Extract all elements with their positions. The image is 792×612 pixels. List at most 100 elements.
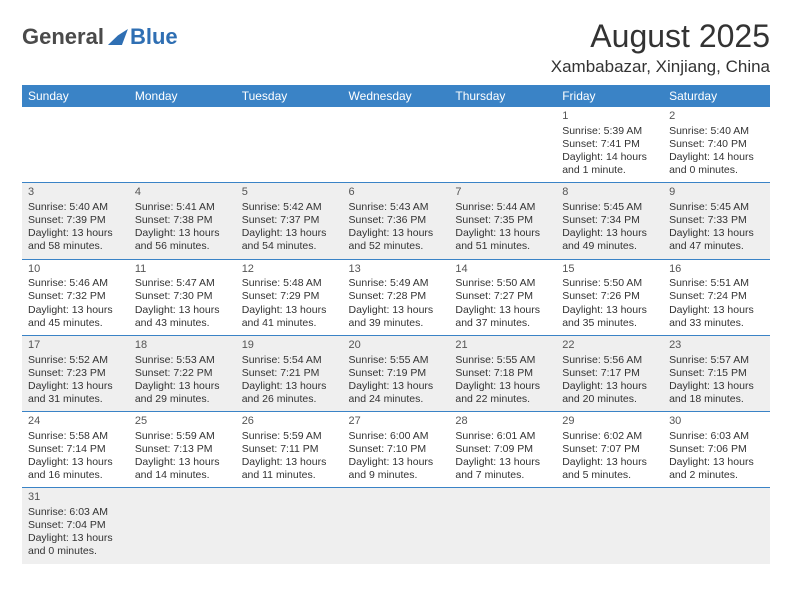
day-number: 22 bbox=[562, 339, 657, 353]
day-cell: 31Sunrise: 6:03 AMSunset: 7:04 PMDayligh… bbox=[22, 488, 129, 564]
day-number: 6 bbox=[349, 186, 444, 200]
daylight: Daylight: 13 hours and 18 minutes. bbox=[669, 380, 754, 405]
sunrise: Sunrise: 5:57 AM bbox=[669, 354, 749, 366]
sunrise: Sunrise: 5:54 AM bbox=[242, 354, 322, 366]
weekday-header: Thursday bbox=[449, 85, 556, 107]
sunset: Sunset: 7:35 PM bbox=[455, 214, 533, 226]
day-number: 27 bbox=[349, 415, 444, 429]
sunrise: Sunrise: 6:01 AM bbox=[455, 430, 535, 442]
daylight: Daylight: 13 hours and 35 minutes. bbox=[562, 304, 647, 329]
header: General Blue August 2025 Xambabazar, Xin… bbox=[22, 18, 770, 77]
day-number: 15 bbox=[562, 263, 657, 277]
sunrise: Sunrise: 5:42 AM bbox=[242, 201, 322, 213]
location: Xambabazar, Xinjiang, China bbox=[551, 57, 770, 77]
sunrise: Sunrise: 6:03 AM bbox=[28, 506, 108, 518]
calendar-table: SundayMondayTuesdayWednesdayThursdayFrid… bbox=[22, 85, 770, 564]
day-number: 12 bbox=[242, 263, 337, 277]
sunset: Sunset: 7:41 PM bbox=[562, 138, 640, 150]
weekday-header: Sunday bbox=[22, 85, 129, 107]
sunrise: Sunrise: 6:03 AM bbox=[669, 430, 749, 442]
day-number: 11 bbox=[135, 263, 230, 277]
weekday-header: Saturday bbox=[663, 85, 770, 107]
sunrise: Sunrise: 5:58 AM bbox=[28, 430, 108, 442]
sunrise: Sunrise: 5:41 AM bbox=[135, 201, 215, 213]
empty-cell bbox=[449, 107, 556, 183]
daylight: Daylight: 13 hours and 2 minutes. bbox=[669, 456, 754, 481]
day-cell: 24Sunrise: 5:58 AMSunset: 7:14 PMDayligh… bbox=[22, 412, 129, 488]
day-cell: 23Sunrise: 5:57 AMSunset: 7:15 PMDayligh… bbox=[663, 335, 770, 411]
sunset: Sunset: 7:11 PM bbox=[242, 443, 319, 455]
daylight: Daylight: 13 hours and 54 minutes. bbox=[242, 227, 327, 252]
sunrise: Sunrise: 6:00 AM bbox=[349, 430, 429, 442]
sunrise: Sunrise: 5:45 AM bbox=[562, 201, 642, 213]
sunset: Sunset: 7:07 PM bbox=[562, 443, 640, 455]
daylight: Daylight: 13 hours and 20 minutes. bbox=[562, 380, 647, 405]
calendar-week-row: 3Sunrise: 5:40 AMSunset: 7:39 PMDaylight… bbox=[22, 183, 770, 259]
page-title: August 2025 bbox=[551, 18, 770, 55]
day-cell: 1Sunrise: 5:39 AMSunset: 7:41 PMDaylight… bbox=[556, 107, 663, 183]
weekday-header-row: SundayMondayTuesdayWednesdayThursdayFrid… bbox=[22, 85, 770, 107]
weekday-header: Wednesday bbox=[343, 85, 450, 107]
calendar-week-row: 31Sunrise: 6:03 AMSunset: 7:04 PMDayligh… bbox=[22, 488, 770, 564]
empty-cell bbox=[663, 488, 770, 564]
sunrise: Sunrise: 5:50 AM bbox=[562, 277, 642, 289]
day-cell: 8Sunrise: 5:45 AMSunset: 7:34 PMDaylight… bbox=[556, 183, 663, 259]
sunrise: Sunrise: 5:49 AM bbox=[349, 277, 429, 289]
daylight: Daylight: 13 hours and 31 minutes. bbox=[28, 380, 113, 405]
sunrise: Sunrise: 5:52 AM bbox=[28, 354, 108, 366]
sunrise: Sunrise: 5:47 AM bbox=[135, 277, 215, 289]
sunrise: Sunrise: 5:48 AM bbox=[242, 277, 322, 289]
daylight: Daylight: 13 hours and 58 minutes. bbox=[28, 227, 113, 252]
day-number: 20 bbox=[349, 339, 444, 353]
day-number: 1 bbox=[562, 110, 657, 124]
sunrise: Sunrise: 5:44 AM bbox=[455, 201, 535, 213]
weekday-header: Friday bbox=[556, 85, 663, 107]
daylight: Daylight: 13 hours and 5 minutes. bbox=[562, 456, 647, 481]
day-cell: 28Sunrise: 6:01 AMSunset: 7:09 PMDayligh… bbox=[449, 412, 556, 488]
sunrise: Sunrise: 5:59 AM bbox=[242, 430, 322, 442]
day-cell: 3Sunrise: 5:40 AMSunset: 7:39 PMDaylight… bbox=[22, 183, 129, 259]
day-number: 17 bbox=[28, 339, 123, 353]
day-number: 18 bbox=[135, 339, 230, 353]
sunset: Sunset: 7:13 PM bbox=[135, 443, 213, 455]
sunset: Sunset: 7:37 PM bbox=[242, 214, 320, 226]
sunset: Sunset: 7:40 PM bbox=[669, 138, 747, 150]
sunrise: Sunrise: 5:43 AM bbox=[349, 201, 429, 213]
day-cell: 15Sunrise: 5:50 AMSunset: 7:26 PMDayligh… bbox=[556, 259, 663, 335]
sunset: Sunset: 7:33 PM bbox=[669, 214, 747, 226]
day-number: 7 bbox=[455, 186, 550, 200]
sunrise: Sunrise: 5:55 AM bbox=[455, 354, 535, 366]
daylight: Daylight: 13 hours and 39 minutes. bbox=[349, 304, 434, 329]
day-cell: 30Sunrise: 6:03 AMSunset: 7:06 PMDayligh… bbox=[663, 412, 770, 488]
day-number: 4 bbox=[135, 186, 230, 200]
sunset: Sunset: 7:23 PM bbox=[28, 367, 106, 379]
daylight: Daylight: 13 hours and 33 minutes. bbox=[669, 304, 754, 329]
day-cell: 14Sunrise: 5:50 AMSunset: 7:27 PMDayligh… bbox=[449, 259, 556, 335]
logo-text-2: Blue bbox=[130, 24, 178, 50]
day-cell: 20Sunrise: 5:55 AMSunset: 7:19 PMDayligh… bbox=[343, 335, 450, 411]
day-cell: 19Sunrise: 5:54 AMSunset: 7:21 PMDayligh… bbox=[236, 335, 343, 411]
sunset: Sunset: 7:14 PM bbox=[28, 443, 106, 455]
weekday-header: Monday bbox=[129, 85, 236, 107]
sunset: Sunset: 7:34 PM bbox=[562, 214, 640, 226]
daylight: Daylight: 13 hours and 41 minutes. bbox=[242, 304, 327, 329]
sunset: Sunset: 7:19 PM bbox=[349, 367, 427, 379]
sunset: Sunset: 7:39 PM bbox=[28, 214, 106, 226]
day-cell: 9Sunrise: 5:45 AMSunset: 7:33 PMDaylight… bbox=[663, 183, 770, 259]
daylight: Daylight: 13 hours and 47 minutes. bbox=[669, 227, 754, 252]
day-number: 26 bbox=[242, 415, 337, 429]
day-number: 24 bbox=[28, 415, 123, 429]
sunset: Sunset: 7:04 PM bbox=[28, 519, 106, 531]
sunset: Sunset: 7:22 PM bbox=[135, 367, 213, 379]
sunrise: Sunrise: 5:50 AM bbox=[455, 277, 535, 289]
daylight: Daylight: 13 hours and 37 minutes. bbox=[455, 304, 540, 329]
day-cell: 6Sunrise: 5:43 AMSunset: 7:36 PMDaylight… bbox=[343, 183, 450, 259]
sunset: Sunset: 7:15 PM bbox=[669, 367, 747, 379]
sunrise: Sunrise: 5:51 AM bbox=[669, 277, 749, 289]
flag-icon bbox=[108, 29, 128, 45]
day-cell: 26Sunrise: 5:59 AMSunset: 7:11 PMDayligh… bbox=[236, 412, 343, 488]
sunset: Sunset: 7:27 PM bbox=[455, 290, 533, 302]
day-cell: 18Sunrise: 5:53 AMSunset: 7:22 PMDayligh… bbox=[129, 335, 236, 411]
sunrise: Sunrise: 5:45 AM bbox=[669, 201, 749, 213]
sunrise: Sunrise: 5:46 AM bbox=[28, 277, 108, 289]
